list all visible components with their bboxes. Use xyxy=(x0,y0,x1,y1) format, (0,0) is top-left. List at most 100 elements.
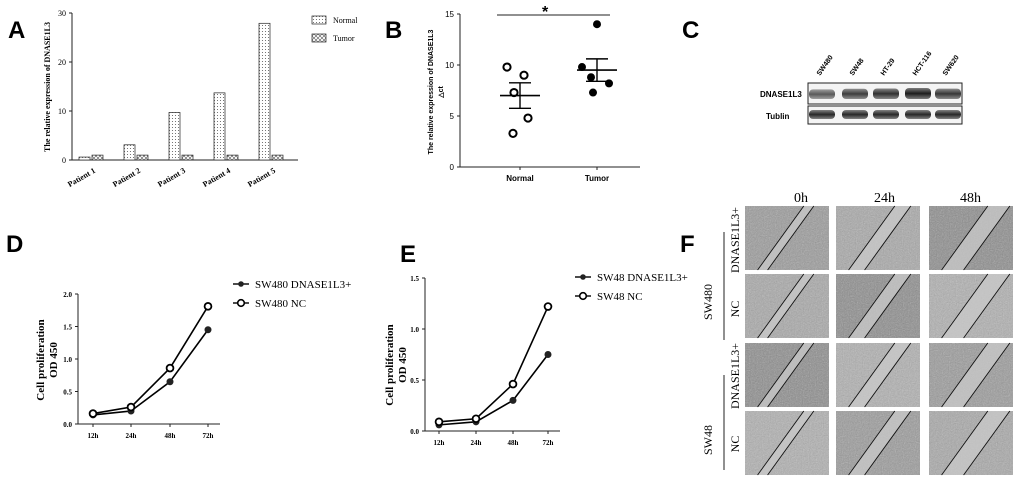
f-image-sw480-nc-48h-edge-left xyxy=(941,273,989,339)
b-y-tick-label-15: 15 xyxy=(445,10,454,19)
a-bar-tumor-patient-2 xyxy=(136,154,149,161)
f-image-sw480-nc-24h-edge-right xyxy=(864,273,912,339)
d-y-axis-label: Cell proliferation xyxy=(35,319,47,400)
f-image-sw480-nc-24h-edge-left xyxy=(848,273,896,339)
b-point-normal-4 xyxy=(508,128,518,138)
b-point-normal-3 xyxy=(523,113,533,123)
f-image-sw48-nc-0h-edge-left xyxy=(757,410,805,476)
e-legend-marker-sw48-dnase1l3 xyxy=(580,274,586,280)
panel-label-d: D xyxy=(6,231,23,258)
e-y-tick-label-0.5: 0.5 xyxy=(410,377,419,385)
e-legend-label-sw48-nc: SW48 NC xyxy=(597,291,643,303)
panel-c-western-blot: DNASE1L3 Tublin SW480 SW48 HT-29 HCT-116 SW6… xyxy=(760,50,963,125)
e-y-axis-label: Cell proliferation xyxy=(384,324,396,405)
d-legend-marker-sw480-nc xyxy=(236,298,246,308)
f-image-sw48-nc-48h-edge-right xyxy=(963,410,1011,476)
f-image-sw480-dnase1l3-48h-edge-right xyxy=(963,205,1011,271)
b-y-tick-label-0: 0 xyxy=(450,163,455,172)
b-point-tumor-1 xyxy=(578,63,586,72)
c-lane-label-ht-29: HT-29 xyxy=(880,57,897,77)
d-point-sw480-nc-48h xyxy=(165,363,175,373)
f-line-sw48: SW48 xyxy=(701,425,715,455)
b-y-tick-label-5: 5 xyxy=(450,112,455,121)
a-legend-normal: Normal xyxy=(333,16,358,25)
d-point-sw480-nc-72h xyxy=(203,302,213,311)
b-x-tick-label-normal: Normal xyxy=(506,174,534,183)
e-point-sw48-nc-24h xyxy=(471,414,481,424)
e-x-tick-label-12h: 12h xyxy=(434,439,445,447)
d-point-sw480-nc-12h xyxy=(88,409,98,418)
f-image-sw48-nc-0h-edge-right xyxy=(767,410,815,476)
b-y-axis-label-sub: △ct xyxy=(438,86,445,99)
e-point-sw48-dnase1l3-72h xyxy=(544,351,552,358)
a-x-tick-label-patient-5: Patient 5 xyxy=(246,166,277,189)
e-x-tick-label-48h: 48h xyxy=(508,439,519,447)
f-image-sw48-dnase1l3-48h-edge-right xyxy=(963,342,1011,408)
panel-label-e: E xyxy=(400,241,416,268)
panel-label-b: B xyxy=(385,17,402,44)
f-image-sw48-dnase1l3-24h-edge-left xyxy=(848,342,896,408)
a-bar-normal-patient-2 xyxy=(123,144,136,161)
d-y-axis-label-sub: OD 450 xyxy=(48,342,60,378)
a-bar-normal-patient-4 xyxy=(213,92,226,161)
f-image-sw48-dnase1l3-0h-edge-right xyxy=(767,342,815,408)
f-cond-sw48-nc: NC xyxy=(728,436,742,453)
f-image-sw480-dnase1l3-24h-edge-right xyxy=(864,205,912,271)
f-image-sw48-nc-24h-edge-left xyxy=(848,410,896,476)
e-line-sw48-dnase1l3 xyxy=(438,354,549,426)
f-image-sw480-nc-48h-wound xyxy=(941,274,1010,338)
b-y-axis-label: The relative expression of DNASE1L3 xyxy=(428,29,435,154)
e-y-tick-label-1.5: 1.5 xyxy=(410,275,419,283)
c-band-tublin-ht-29 xyxy=(873,110,899,119)
e-y-axis-label-sub: OD 450 xyxy=(397,347,409,383)
a-legend: Normal Tumor xyxy=(311,15,358,43)
c-band-tublin-sw48 xyxy=(842,110,868,119)
c-row-label-dnase1l3: DNASE1L3 xyxy=(760,90,802,99)
panel-d-line-chart: Cell proliferation OD 450 0.0 0.5 1.0 1.5 2.… xyxy=(35,279,351,440)
f-image-sw48-dnase1l3-0h-edge-left xyxy=(757,342,805,408)
c-lane-label-hct-116: HCT-116 xyxy=(912,50,934,77)
f-image-sw48-dnase1l3-24h-edge-right xyxy=(864,342,912,408)
e-point-sw48-dnase1l3-48h xyxy=(509,396,517,404)
e-y-tick-label-1.0: 1.0 xyxy=(410,326,419,334)
d-point-sw480-dnase1l3-72h xyxy=(204,326,212,334)
f-image-sw480-nc-0h-edge-right xyxy=(767,273,815,339)
c-band-dnase1l3-sw480 xyxy=(809,89,835,99)
d-legend-label-sw480-dnase1l3: SW480 DNASE1L3+ xyxy=(255,279,351,291)
e-point-sw48-nc-48h xyxy=(508,379,518,389)
f-image-sw48-dnase1l3-24h-wound xyxy=(848,343,911,407)
d-point-sw480-dnase1l3-48h xyxy=(166,378,174,386)
a-bar-normal-patient-5 xyxy=(258,22,271,161)
f-image-sw480-nc-0h-edge-left xyxy=(757,273,805,339)
a-legend-tumor: Tumor xyxy=(333,34,355,43)
f-image-sw480-dnase1l3-24h-edge-left xyxy=(848,205,896,271)
a-bar-normal-patient-3 xyxy=(168,112,181,161)
a-x-tick-label-patient-4: Patient 4 xyxy=(201,166,232,189)
panel-label-f: F xyxy=(680,231,695,258)
f-image-sw48-dnase1l3-0h-wound xyxy=(757,343,814,407)
b-point-normal-0 xyxy=(502,62,512,72)
a-y-tick-label-30: 30 xyxy=(58,9,66,18)
f-image-sw480-nc-0h-wound xyxy=(757,274,814,338)
f-image-sw48-nc-48h-edge-left xyxy=(941,410,989,476)
f-image-sw48-nc-24h-wound xyxy=(848,411,911,475)
f-col-48h: 48h xyxy=(960,191,981,206)
f-image-sw48-nc-48h-wound xyxy=(941,411,1010,475)
e-y-tick-label-0.0: 0.0 xyxy=(410,428,419,436)
d-x-tick-label-12h: 12h xyxy=(88,432,99,440)
d-x-tick-label-72h: 72h xyxy=(203,432,214,440)
a-bar-tumor-patient-3 xyxy=(181,154,194,161)
c-band-dnase1l3-sw48 xyxy=(842,88,868,99)
b-point-tumor-4 xyxy=(589,88,597,97)
d-line-sw480-nc xyxy=(92,305,209,415)
e-point-sw48-nc-12h xyxy=(434,417,444,427)
panel-label-c: C xyxy=(682,17,699,44)
c-band-dnase1l3-sw620 xyxy=(935,88,961,99)
d-legend-label-sw480-nc: SW480 NC xyxy=(255,298,306,310)
c-lane-label-sw48: SW48 xyxy=(849,57,866,77)
b-y-tick-label-10: 10 xyxy=(445,61,454,70)
d-x-tick-label-48h: 48h xyxy=(165,432,176,440)
f-cond-sw48-dnase: DNASE1L3+ xyxy=(728,343,742,409)
f-cond-sw480-dnase: DNASE1L3+ xyxy=(728,207,742,273)
